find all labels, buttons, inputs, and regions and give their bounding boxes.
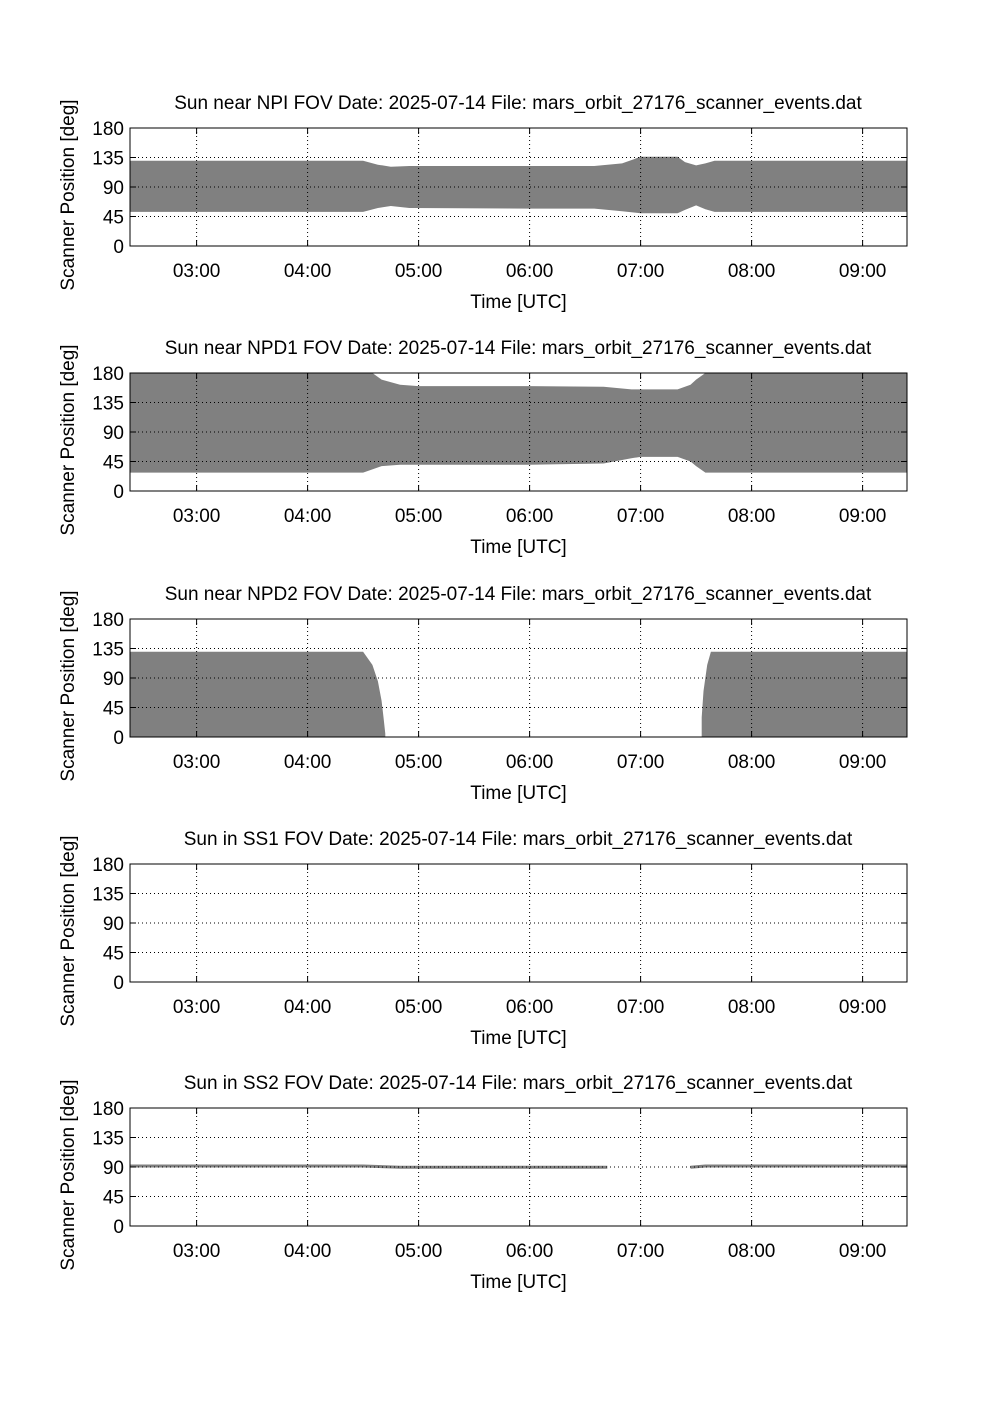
x-tick-label: 06:00 [506, 506, 554, 527]
x-tick-label: 07:00 [617, 997, 665, 1018]
y-tick-label: 135 [92, 1129, 124, 1150]
x-tick-label: 06:00 [506, 1241, 554, 1262]
x-tick-label: 05:00 [395, 506, 443, 527]
y-tick-label: 135 [92, 885, 124, 906]
x-tick-label: 06:00 [506, 997, 554, 1018]
x-tick-label: 08:00 [728, 997, 776, 1018]
x-tick-label: 07:00 [617, 261, 665, 282]
y-axis-label: Scanner Position [deg] [58, 344, 79, 535]
x-tick-label: 05:00 [395, 261, 443, 282]
x-tick-label: 09:00 [839, 997, 887, 1018]
data-band [130, 651, 907, 737]
y-tick-label: 180 [92, 610, 124, 631]
x-tick-label: 09:00 [839, 752, 887, 773]
x-axis-label: Time [UTC] [470, 783, 566, 804]
x-tick-label: 03:00 [173, 997, 221, 1018]
y-axis-label: Scanner Position [deg] [58, 590, 79, 781]
chart-panel-4: 03:00 04:00 05:00 06:00 07:00 08:00 09:00 0 45 90… [58, 829, 908, 1049]
chart-title: Sun near NPI FOV Date: 2025-07-14 File: … [174, 93, 862, 114]
x-axis-label: Time [UTC] [470, 1272, 566, 1293]
y-tick-label: 45 [103, 1188, 124, 1209]
x-tick-label: 03:00 [173, 261, 221, 282]
x-axis-label: Time [UTC] [470, 292, 566, 313]
x-tick-label: 07:00 [617, 752, 665, 773]
x-tick-label: 03:00 [173, 752, 221, 773]
y-tick-label: 135 [92, 394, 124, 415]
chart-title: Sun in SS2 FOV Date: 2025-07-14 File: ma… [184, 1073, 853, 1094]
y-tick-label: 45 [103, 699, 124, 720]
y-tick-label: 180 [92, 119, 124, 140]
chart-panel-1: 03:00 04:00 05:00 06:00 07:00 08:00 09:00 0 45 90… [58, 93, 908, 313]
y-tick-label: 0 [113, 973, 124, 994]
y-tick-label: 90 [103, 669, 124, 690]
chart-panel-5: 03:00 04:00 05:00 06:00 07:00 08:00 09:00 0 45 90… [58, 1073, 908, 1293]
chart-panel-2: 03:00 04:00 05:00 06:00 07:00 08:00 09:00 0 45 90… [58, 338, 908, 558]
x-tick-label: 08:00 [728, 506, 776, 527]
x-axis-label: Time [UTC] [470, 537, 566, 558]
data-line-segment-2 [690, 1164, 907, 1169]
y-tick-label: 180 [92, 1099, 124, 1120]
chart-title: Sun near NPD2 FOV Date: 2025-07-14 File:… [165, 584, 872, 605]
x-tick-label: 05:00 [395, 752, 443, 773]
y-tick-label: 135 [92, 640, 124, 661]
chart-title: Sun in SS1 FOV Date: 2025-07-14 File: ma… [184, 829, 853, 850]
x-tick-label: 06:00 [506, 261, 554, 282]
y-axis-label: Scanner Position [deg] [58, 835, 79, 1026]
x-tick-label: 04:00 [284, 506, 332, 527]
y-tick-label: 90 [103, 914, 124, 935]
x-tick-label: 08:00 [728, 1241, 776, 1262]
x-tick-label: 04:00 [284, 1241, 332, 1262]
x-tick-label: 04:00 [284, 261, 332, 282]
x-tick-label: 06:00 [506, 752, 554, 773]
x-tick-label: 07:00 [617, 1241, 665, 1262]
y-axis-label: Scanner Position [deg] [58, 99, 79, 290]
x-tick-label: 05:00 [395, 997, 443, 1018]
y-tick-label: 45 [103, 944, 124, 965]
x-tick-label: 08:00 [728, 261, 776, 282]
x-tick-label: 03:00 [173, 506, 221, 527]
y-tick-label: 45 [103, 208, 124, 229]
data-band [130, 156, 907, 214]
x-tick-label: 07:00 [617, 506, 665, 527]
y-tick-label: 180 [92, 855, 124, 876]
y-tick-label: 90 [103, 1158, 124, 1179]
chart-title: Sun near NPD1 FOV Date: 2025-07-14 File:… [165, 338, 872, 359]
x-tick-label: 09:00 [839, 506, 887, 527]
y-tick-label: 180 [92, 364, 124, 385]
x-tick-label: 08:00 [728, 752, 776, 773]
chart-panel-3: 03:00 04:00 05:00 06:00 07:00 08:00 09:00 0 45 90… [58, 584, 908, 804]
x-tick-label: 04:00 [284, 752, 332, 773]
y-tick-label: 0 [113, 1217, 124, 1238]
x-tick-label: 04:00 [284, 997, 332, 1018]
data-band [130, 373, 907, 473]
y-axis-label: Scanner Position [deg] [58, 1079, 79, 1270]
y-tick-label: 0 [113, 237, 124, 258]
x-tick-label: 09:00 [839, 1241, 887, 1262]
y-tick-label: 90 [103, 178, 124, 199]
x-tick-label: 03:00 [173, 1241, 221, 1262]
x-tick-label: 09:00 [839, 261, 887, 282]
y-tick-label: 90 [103, 423, 124, 444]
y-tick-label: 135 [92, 149, 124, 170]
data-line-segment-1 [130, 1164, 608, 1169]
x-tick-label: 05:00 [395, 1241, 443, 1262]
y-tick-label: 45 [103, 453, 124, 474]
y-tick-label: 0 [113, 482, 124, 503]
y-tick-label: 0 [113, 728, 124, 749]
x-axis-label: Time [UTC] [470, 1028, 566, 1049]
